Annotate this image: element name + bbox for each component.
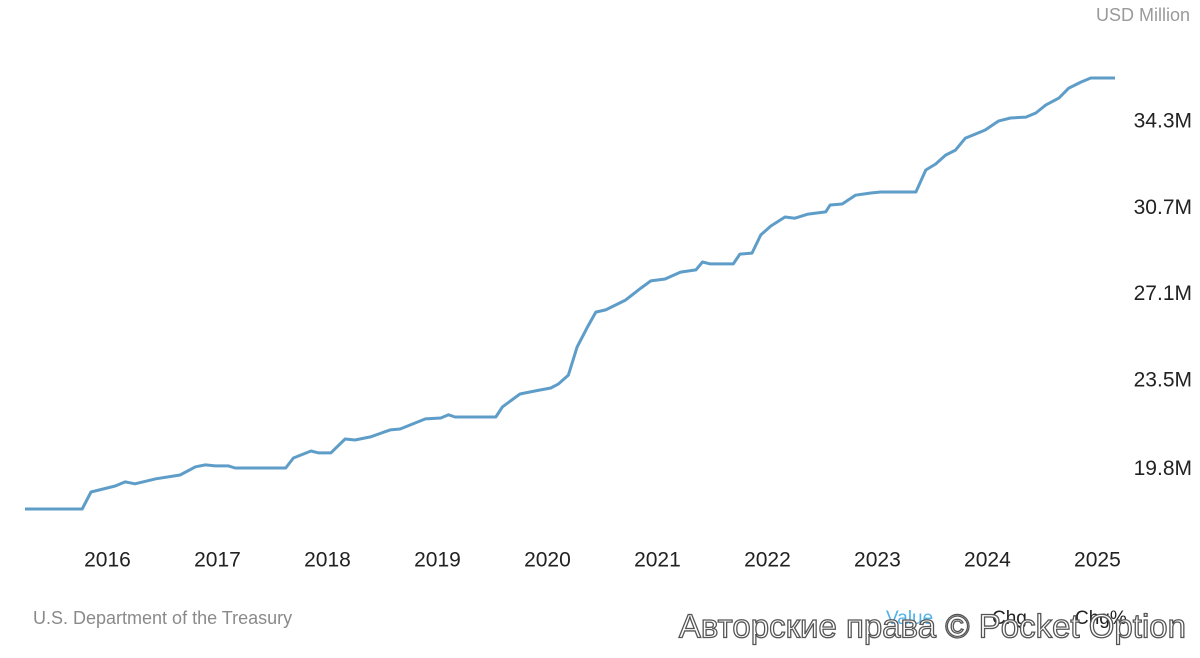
x-tick-label: 2017	[194, 549, 241, 572]
source: U.S. Department of the Treasury	[33, 608, 292, 628]
y-tick-label: 34.3M	[1134, 110, 1192, 133]
y-tick-label: 30.7M	[1134, 196, 1192, 219]
x-tick-label: 2023	[854, 549, 901, 572]
y-tick-label: 23.5M	[1134, 368, 1192, 391]
y-tick-label: 19.8M	[1134, 457, 1192, 480]
x-tick-label: 2025	[1074, 549, 1121, 572]
unit-label: USD Million	[1096, 5, 1190, 25]
x-tick-label: 2021	[634, 549, 681, 572]
tab[interactable]: Value	[886, 608, 933, 629]
x-tick-label: 2016	[84, 549, 131, 572]
x-tick-label: 2020	[524, 549, 571, 572]
x-tick-label: 2022	[744, 549, 791, 572]
data-line	[25, 76, 1115, 511]
x-tick-label: 2019	[414, 549, 461, 572]
y-tick-label: 27.1M	[1134, 282, 1192, 305]
tab[interactable]: Chg	[992, 608, 1027, 629]
x-tick-label: 2018	[304, 549, 351, 572]
watermark: Авторские права © Pocket Option	[679, 608, 1186, 645]
x-tick-label: 2024	[964, 549, 1011, 572]
tab[interactable]: Chg%	[1075, 608, 1127, 629]
